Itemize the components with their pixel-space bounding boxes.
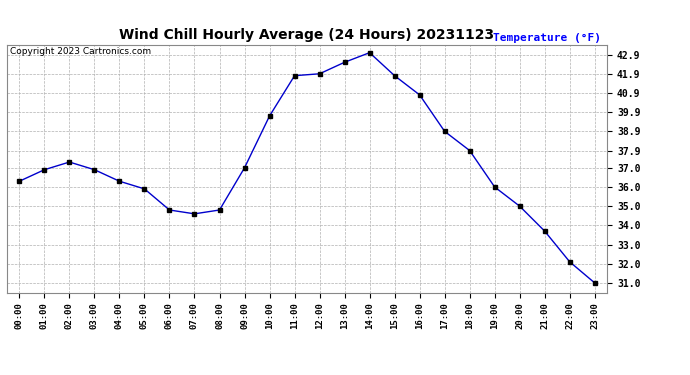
Title: Wind Chill Hourly Average (24 Hours) 20231123: Wind Chill Hourly Average (24 Hours) 202… [119, 28, 495, 42]
Text: Copyright 2023 Cartronics.com: Copyright 2023 Cartronics.com [10, 48, 151, 57]
Text: Temperature (°F): Temperature (°F) [493, 33, 601, 42]
